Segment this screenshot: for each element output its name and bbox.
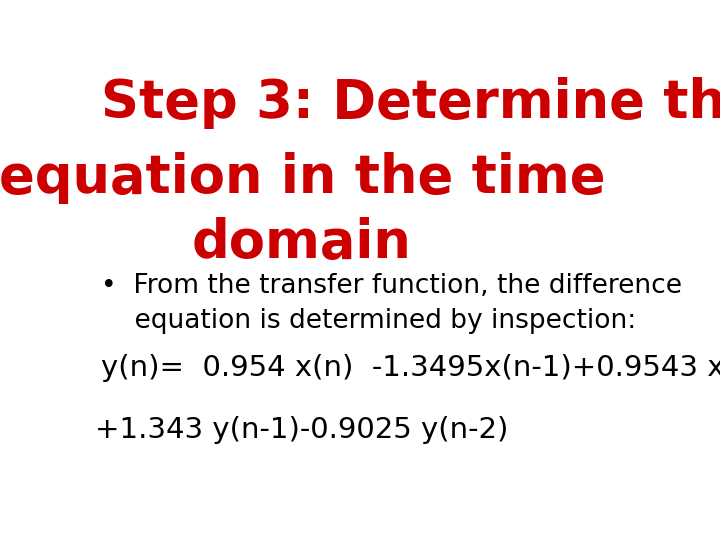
Text: +1.343 y(n-1)-0.9025 y(n-2): +1.343 y(n-1)-0.9025 y(n-2) <box>95 416 509 444</box>
Text: domain: domain <box>192 217 412 268</box>
Text: equation is determined by inspection:: equation is determined by inspection: <box>101 308 636 334</box>
Text: y(n)=  0.954 x(n)  -1.3495x(n-1)+0.9543 x(n-2): y(n)= 0.954 x(n) -1.3495x(n-1)+0.9543 x(… <box>101 354 720 382</box>
Text: equation in the time: equation in the time <box>0 152 606 204</box>
Text: Step 3: Determine the difference: Step 3: Determine the difference <box>101 77 720 129</box>
Text: •  From the transfer function, the difference: • From the transfer function, the differ… <box>101 273 682 299</box>
